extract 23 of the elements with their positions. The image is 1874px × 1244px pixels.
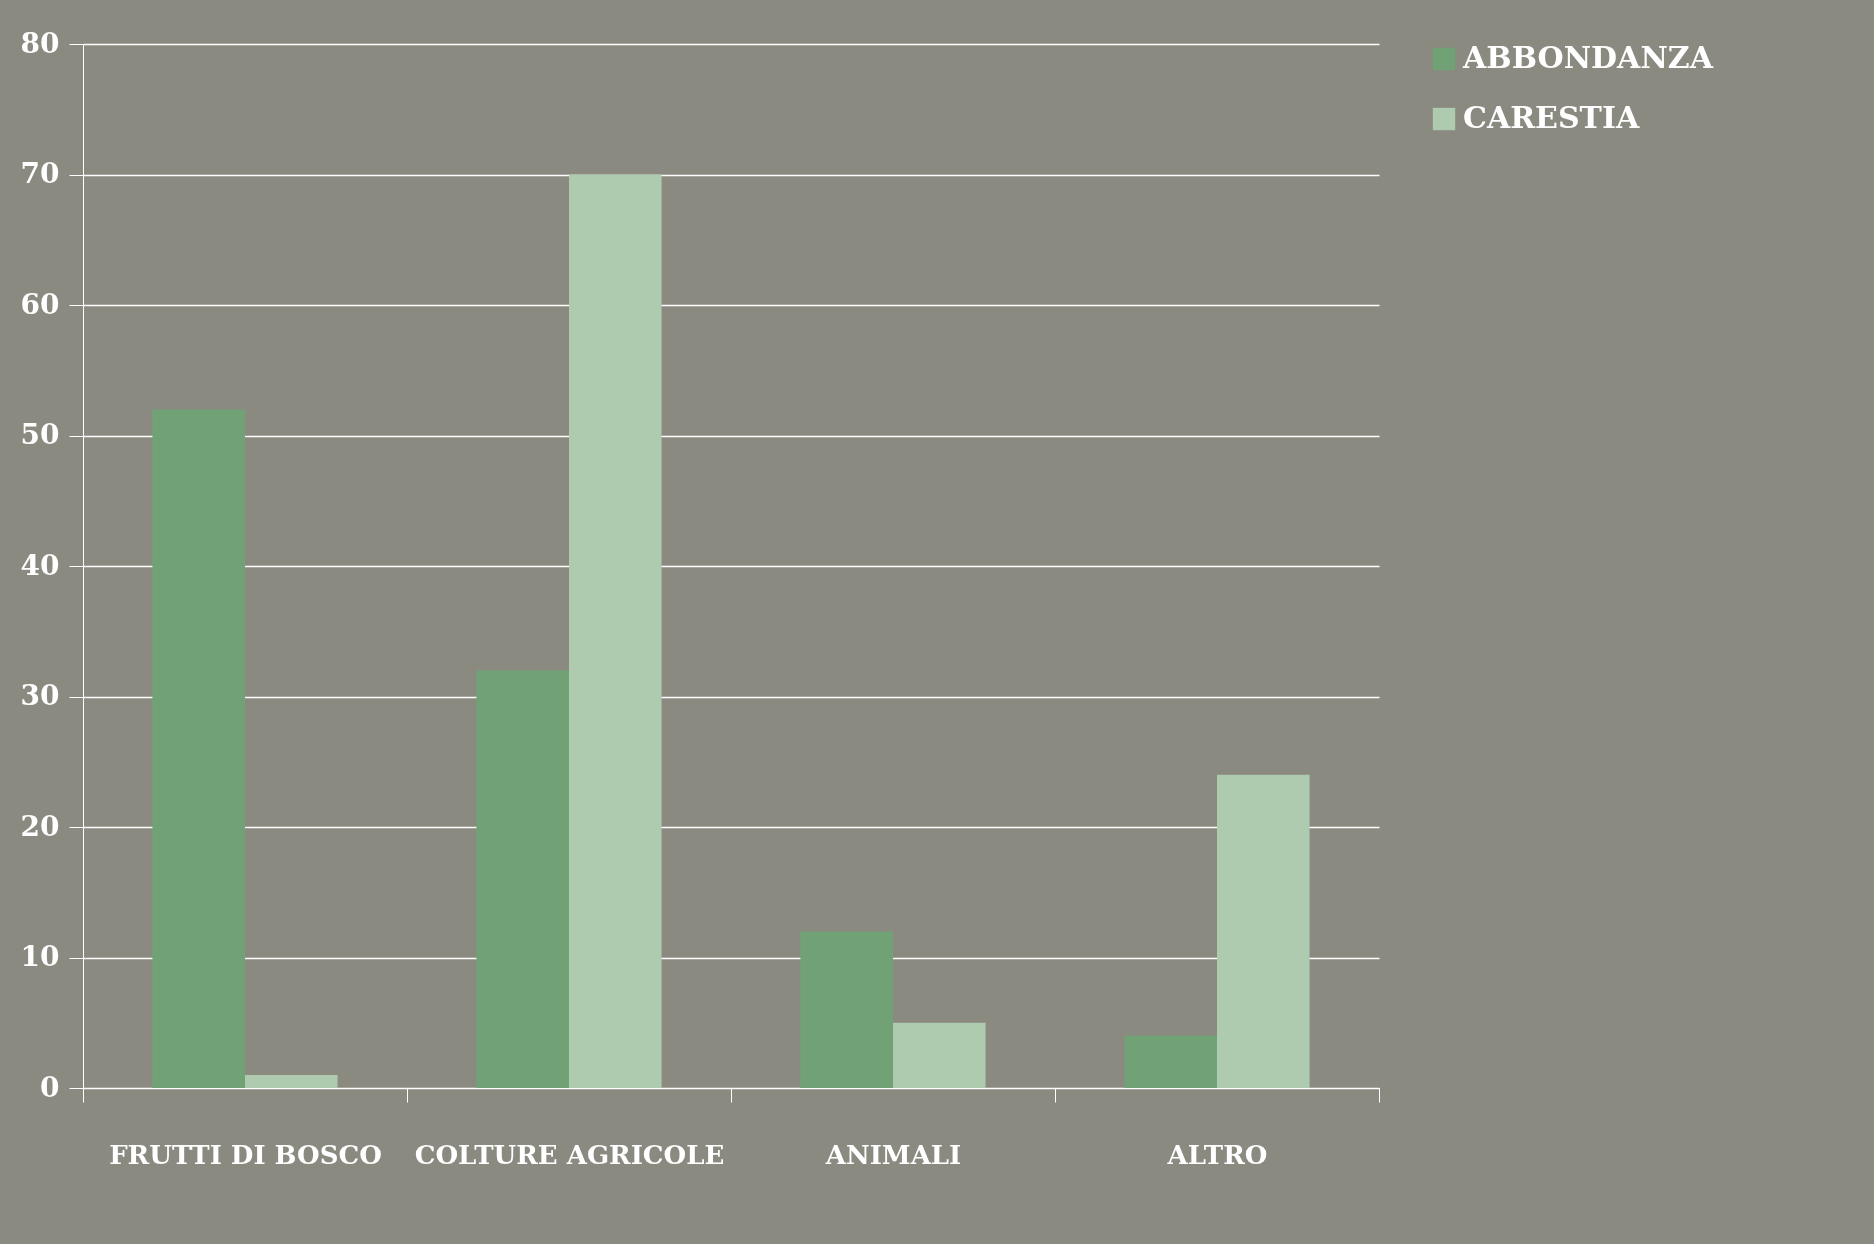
y-tick-label: 20 <box>20 809 60 843</box>
y-tick-label: 50 <box>20 418 60 451</box>
y-tick-label: 40 <box>20 548 60 582</box>
bar <box>476 670 569 1088</box>
x-tick-label: ANIMALI <box>824 1139 962 1170</box>
bar <box>1217 774 1310 1088</box>
bar <box>1124 1035 1217 1088</box>
bar <box>800 931 893 1088</box>
y-tick-label: 0 <box>40 1070 60 1104</box>
bar <box>893 1022 986 1088</box>
x-tick-label: FRUTTI DI BOSCO <box>109 1139 382 1170</box>
y-tick-label: 30 <box>20 679 60 712</box>
bar <box>152 409 245 1088</box>
y-tick-label: 60 <box>20 287 60 321</box>
y-tick-label: 80 <box>20 26 60 60</box>
x-tick-label: ALTRO <box>1166 1139 1268 1170</box>
bar <box>569 174 662 1088</box>
legend-label: CARESTIA <box>1463 100 1640 135</box>
legend-label: ABBONDANZA <box>1462 40 1714 75</box>
y-tick-label: 70 <box>20 157 60 190</box>
bar <box>245 1074 338 1088</box>
y-tick-label: 10 <box>20 940 60 973</box>
x-tick-label: COLTURE AGRICOLE <box>414 1139 725 1170</box>
